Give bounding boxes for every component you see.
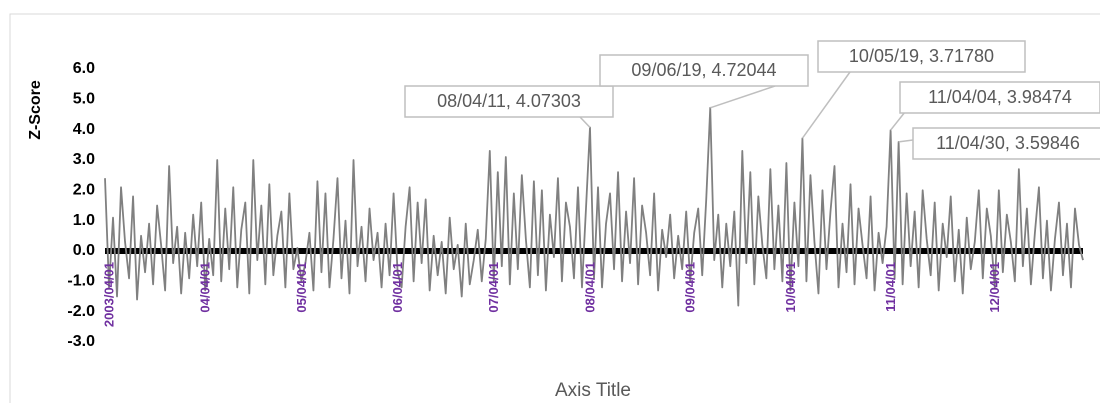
- x-tick-label: 11/04/01: [883, 262, 898, 312]
- annotation-leader: [890, 111, 906, 131]
- x-tick-label: 06/04/01: [390, 262, 405, 313]
- x-tick-label: 12/04/01: [987, 262, 1002, 313]
- annotation-box: [599, 54, 809, 87]
- y-tick-label: 0.0: [73, 242, 95, 259]
- annotation-label: 11/04/04, 3.98474: [928, 87, 1072, 107]
- x-tick-label: 10/04/01: [783, 262, 798, 313]
- annotation-leader: [579, 116, 591, 128]
- data-line: [104, 106, 1084, 307]
- x-tick-label: 05/04/01: [294, 262, 309, 313]
- y-tick-label: 3.0: [73, 151, 95, 168]
- x-tick-label: 04/04/01: [198, 262, 213, 313]
- y-tick-label: -2.0: [67, 303, 95, 320]
- annotation-label: 08/04/11, 4.07303: [437, 91, 581, 111]
- x-axis-title: Axis Title: [555, 380, 631, 401]
- annotation-leader: [801, 71, 851, 139]
- y-tick-label: 4.0: [73, 121, 95, 138]
- annotation-leader: [709, 85, 776, 109]
- annotation-label: 10/05/19, 3.71780: [849, 46, 994, 66]
- annotation-label: 09/06/19, 4.72044: [631, 60, 776, 80]
- y-tick-label: -1.0: [67, 273, 95, 290]
- annotation-box: [404, 85, 614, 118]
- x-tick-label: 2003/04/01: [101, 262, 116, 327]
- y-axis-title: Z-Score: [27, 80, 44, 140]
- annotation-label: 11/04/30, 3.59846: [936, 133, 1080, 153]
- y-tick-label: 5.0: [73, 91, 95, 108]
- y-tick-label: 1.0: [73, 212, 95, 229]
- y-tick-label: -3.0: [67, 333, 95, 350]
- x-tick-label: 09/04/01: [683, 262, 698, 313]
- y-tick-label: 2.0: [73, 182, 95, 199]
- annotation-leader: [898, 139, 914, 143]
- annotation-box: [912, 127, 1100, 160]
- annotation-box: [817, 40, 1026, 73]
- x-tick-label: 07/04/01: [486, 262, 501, 313]
- y-tick-label: 6.0: [73, 60, 95, 77]
- chart-frame: [9, 13, 1100, 403]
- x-tick-label: 08/04/01: [582, 262, 597, 313]
- annotation-box: [899, 81, 1100, 114]
